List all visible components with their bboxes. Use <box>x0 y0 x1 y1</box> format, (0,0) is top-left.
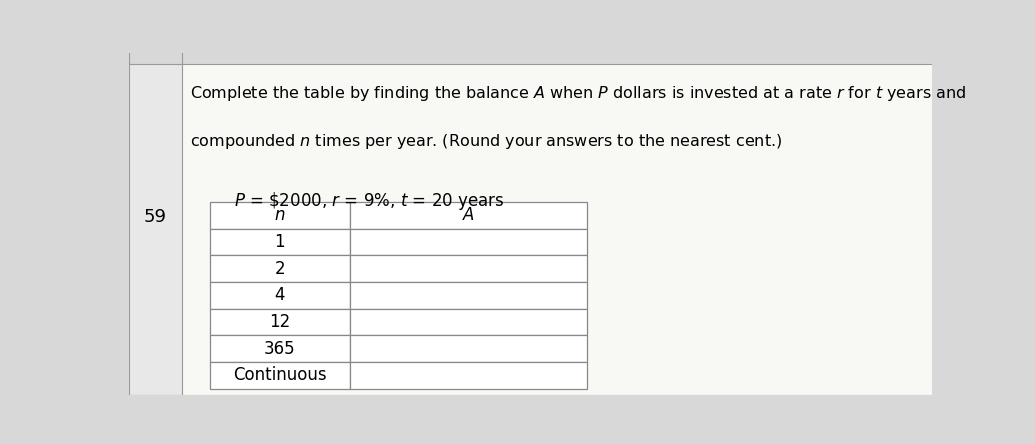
Text: Continuous: Continuous <box>233 366 327 385</box>
Bar <box>209 335 350 362</box>
Text: 2: 2 <box>274 260 285 278</box>
Bar <box>209 362 350 388</box>
Text: 59: 59 <box>144 208 167 226</box>
Text: compounded $n$ times per year. (Round your answers to the nearest cent.): compounded $n$ times per year. (Round yo… <box>189 132 781 151</box>
Bar <box>350 229 587 255</box>
Text: 365: 365 <box>264 340 296 358</box>
Text: $A$: $A$ <box>462 206 475 224</box>
Text: 1: 1 <box>274 233 285 251</box>
Text: 12: 12 <box>269 313 291 331</box>
Text: $P$ = \$2000, $r$ = 9%, $t$ = 20 years: $P$ = \$2000, $r$ = 9%, $t$ = 20 years <box>234 190 504 212</box>
Bar <box>209 309 350 335</box>
Bar <box>209 282 350 309</box>
Bar <box>209 229 350 255</box>
Bar <box>350 255 587 282</box>
Bar <box>350 282 587 309</box>
Bar <box>209 202 350 229</box>
Bar <box>209 255 350 282</box>
Bar <box>350 309 587 335</box>
Bar <box>350 335 587 362</box>
Text: 4: 4 <box>274 286 285 304</box>
Bar <box>350 362 587 388</box>
Text: $n$: $n$ <box>274 206 286 224</box>
Text: Complete the table by finding the balance $A$ when $P$ dollars is invested at a : Complete the table by finding the balanc… <box>189 84 966 103</box>
Bar <box>129 63 181 395</box>
Bar <box>350 202 587 229</box>
